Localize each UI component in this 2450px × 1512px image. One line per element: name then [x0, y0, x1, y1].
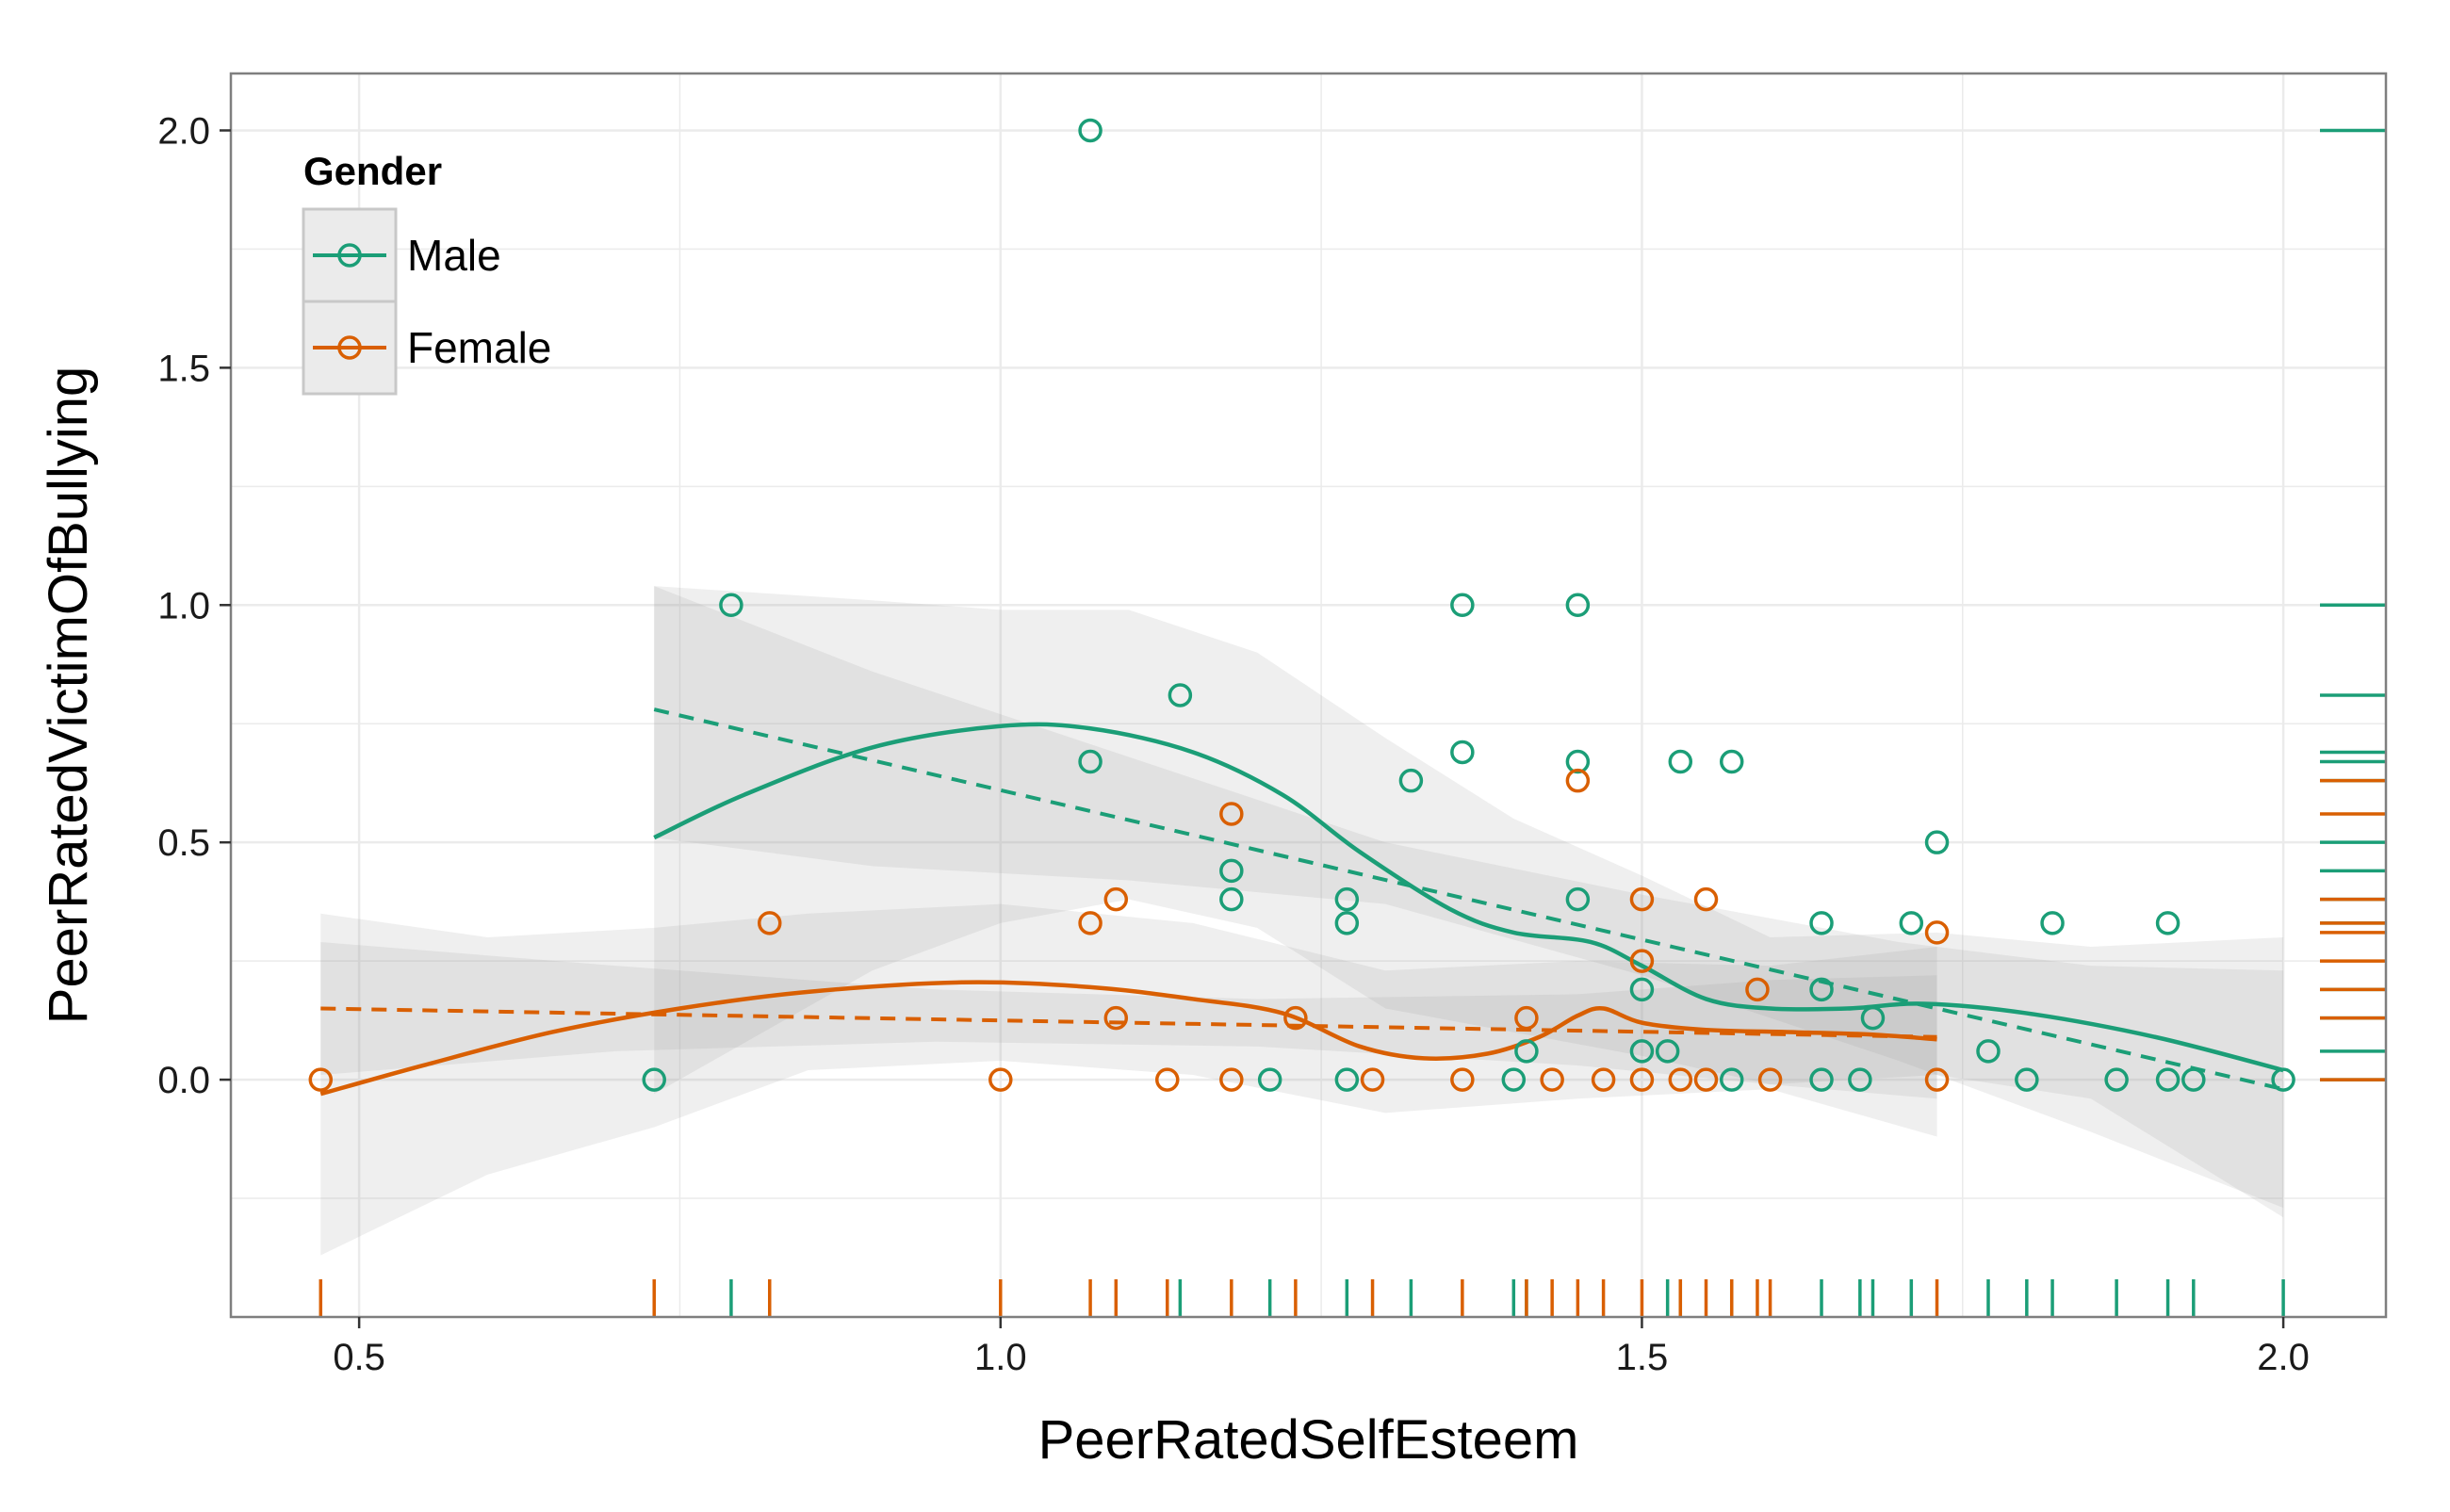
- male-point: [1899, 911, 1924, 935]
- male-point: [1809, 977, 1834, 1002]
- data-points: [308, 118, 2295, 1092]
- male-point: [1398, 768, 1424, 793]
- rug-marks: [318, 128, 2386, 1317]
- axes: 0.5 1.0 1.5 2.0 0.0 0.5 1.0 1.5 2.0: [157, 110, 2310, 1378]
- male-point: [1168, 683, 1193, 707]
- x-tick-label: 1.0: [974, 1337, 1027, 1378]
- female-point: [1360, 1067, 1385, 1092]
- male-point: [1078, 749, 1102, 774]
- male-smooth-fit-line: [653, 722, 2284, 1073]
- female-point: [988, 1067, 1013, 1092]
- male-point: [1565, 886, 1591, 912]
- male-point: [1629, 977, 1655, 1002]
- male-point: [1257, 1067, 1282, 1092]
- male-point: [1334, 886, 1360, 912]
- female-point: [1155, 1067, 1180, 1092]
- female-point: [1103, 1005, 1129, 1031]
- female-point: [1924, 920, 1950, 945]
- y-tick-label: 1.5: [157, 348, 210, 389]
- male-point: [2015, 1067, 2039, 1092]
- male-point: [2271, 1067, 2295, 1092]
- female-point: [1591, 1067, 1616, 1092]
- male-point: [1860, 1005, 1886, 1031]
- female-point: [1693, 886, 1719, 912]
- female-point: [308, 1067, 334, 1092]
- male-smooth-band: [654, 586, 2284, 1218]
- female-point: [1629, 1067, 1655, 1092]
- y-tick-label: 2.0: [157, 110, 210, 152]
- female-point: [1103, 886, 1129, 912]
- male-point: [2155, 911, 2180, 935]
- male-point: [1565, 593, 1591, 618]
- legend-label-male: Male: [407, 231, 501, 280]
- male-point: [1924, 830, 1950, 854]
- male-point: [1450, 740, 1475, 765]
- male-point: [1565, 749, 1591, 774]
- y-tick-label: 1.0: [157, 585, 210, 626]
- male-point: [1719, 749, 1744, 774]
- male-point: [1809, 911, 1834, 935]
- male-point: [1809, 1067, 1834, 1092]
- male-point: [2104, 1067, 2129, 1092]
- x-tick-label: 1.5: [1616, 1337, 1669, 1378]
- male-point: [1078, 118, 1102, 143]
- male-point: [1334, 911, 1360, 935]
- female-point: [1540, 1067, 1564, 1092]
- gridlines: [231, 73, 2386, 1317]
- y-tick-label: 0.0: [157, 1060, 210, 1101]
- male-point: [1719, 1067, 1744, 1092]
- legend-label-female: Female: [407, 323, 551, 372]
- female-point: [1668, 1067, 1693, 1092]
- female-point: [758, 911, 782, 935]
- female-legend-key-marker: [337, 335, 362, 360]
- male-point: [2040, 911, 2065, 935]
- legend: Gender Male Female: [302, 149, 551, 396]
- male-point: [1501, 1067, 1527, 1092]
- female-point: [1450, 1067, 1475, 1092]
- male-point: [1334, 1067, 1360, 1092]
- male-point: [2155, 1067, 2180, 1092]
- fit-lines: [319, 707, 2284, 1097]
- female-point: [1283, 1005, 1308, 1031]
- female-linear-fit-line: [320, 1006, 1937, 1039]
- female-point: [1219, 802, 1244, 826]
- male-point: [1219, 886, 1244, 912]
- y-tick-label: 0.5: [157, 822, 210, 864]
- male-point: [1668, 749, 1693, 774]
- confidence-bands: [320, 586, 2284, 1256]
- female-point: [1745, 977, 1770, 1002]
- male-point: [1848, 1067, 1872, 1092]
- male-legend-key-marker: [337, 243, 362, 268]
- female-point: [1078, 911, 1102, 935]
- male-point: [719, 593, 743, 618]
- female-point: [1924, 1067, 1950, 1092]
- x-tick-label: 2.0: [2257, 1337, 2310, 1378]
- legend-keys: [302, 207, 398, 396]
- female-point: [1514, 1005, 1539, 1031]
- male-point: [642, 1067, 666, 1092]
- male-linear-band: [654, 586, 2284, 1209]
- female-point: [1565, 768, 1591, 793]
- legend-title: Gender: [303, 149, 442, 193]
- female-point: [1629, 886, 1655, 912]
- y-axis-title: PeerRatedVictimOfBullying: [38, 366, 99, 1024]
- male-point: [1655, 1039, 1680, 1064]
- male-point: [1219, 858, 1244, 884]
- female-point: [1693, 1067, 1719, 1092]
- male-point: [1514, 1039, 1539, 1064]
- female-point: [1219, 1067, 1244, 1092]
- female-smooth-fit-line: [319, 980, 1937, 1097]
- male-point: [2181, 1067, 2206, 1092]
- male-point: [1450, 593, 1475, 618]
- x-tick-label: 0.5: [333, 1337, 385, 1378]
- female-smooth-band: [320, 903, 1937, 1256]
- male-point: [1629, 1039, 1655, 1064]
- plot-frame: [229, 72, 2388, 1319]
- female-point: [1757, 1067, 1783, 1092]
- male-point: [1976, 1039, 2001, 1064]
- female-point: [1629, 949, 1655, 973]
- x-axis-title: PeerRatedSelfEsteem: [1038, 1409, 1579, 1471]
